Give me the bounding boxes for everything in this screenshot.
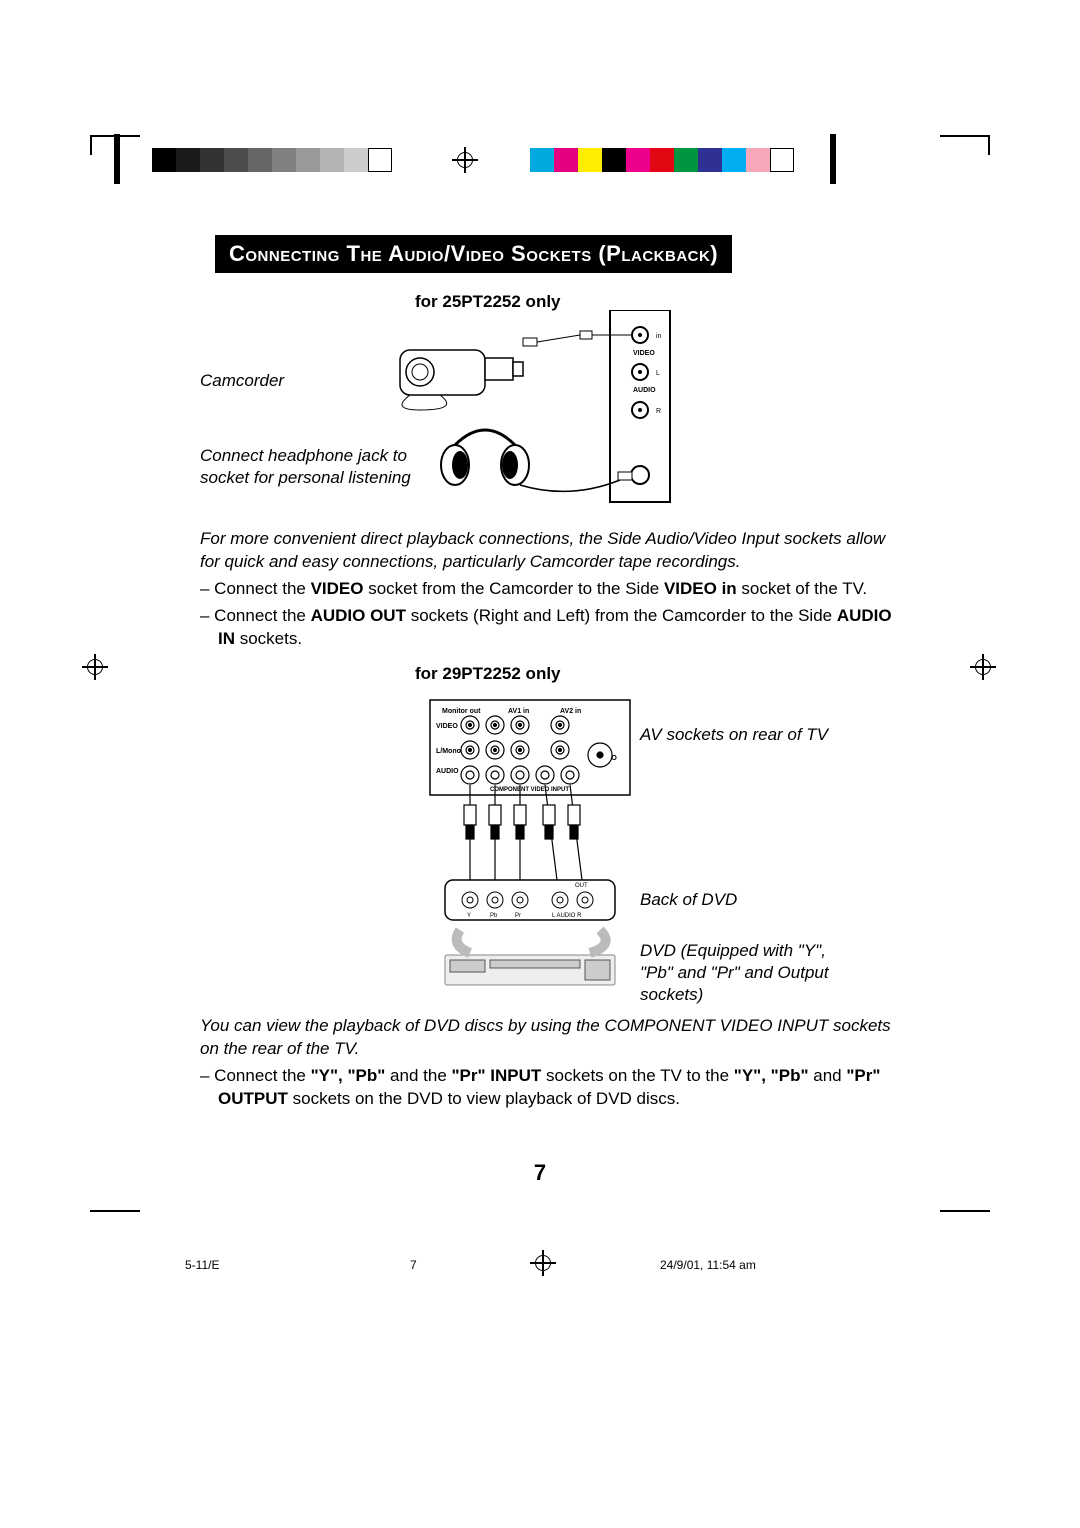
svg-text:OUT: OUT — [575, 883, 588, 889]
label-audio: AUDIO — [633, 387, 656, 394]
crosshair-icon — [530, 1250, 556, 1276]
svg-text:Y: Y — [467, 913, 471, 919]
s1-bullet1: – Connect the VIDEO socket from the Camc… — [200, 578, 900, 601]
diagram-component: Monitor out AV1 in AV2 in VIDEO L/Mono A… — [420, 695, 660, 1005]
hp-line2: socket for personal listening — [200, 468, 411, 487]
label-L: L — [656, 370, 660, 377]
crosshair-icon — [82, 654, 108, 680]
page-title: Connecting The Audio/Video Sockets (Plac… — [215, 235, 732, 273]
footer-left: 5-11/E — [185, 1258, 219, 1272]
crop-mark — [940, 135, 990, 137]
camcorder-label: Camcorder — [200, 371, 284, 391]
s1-bullet2: – Connect the AUDIO OUT sockets (Right a… — [200, 605, 900, 651]
crop-mark — [940, 1210, 990, 1212]
section1-heading: for 25PT2252 only — [415, 292, 561, 312]
svg-text:AV1 in: AV1 in — [508, 708, 529, 715]
page: Connecting The Audio/Video Sockets (Plac… — [0, 0, 1080, 1528]
section2-heading: for 29PT2252 only — [415, 664, 561, 684]
svg-text:AV2 in: AV2 in — [560, 708, 581, 715]
headphone-label: Connect headphone jack to socket for per… — [200, 445, 411, 489]
page-number: 7 — [0, 1160, 1080, 1186]
svg-text:Monitor out: Monitor out — [442, 708, 481, 715]
crosshair-icon — [452, 147, 478, 173]
registration-row — [0, 148, 1080, 176]
gray-swatches — [152, 148, 392, 172]
svg-text:Pb: Pb — [490, 913, 498, 919]
crosshair-icon — [970, 654, 996, 680]
svg-text:Pr: Pr — [515, 913, 521, 919]
color-swatches — [530, 148, 794, 172]
section2-text: You can view the playback of DVD discs b… — [200, 1015, 900, 1111]
svg-text:AUDIO: AUDIO — [436, 768, 459, 775]
footer-right: 24/9/01, 11:54 am — [660, 1258, 756, 1272]
label-av-rear: AV sockets on rear of TV — [640, 725, 828, 745]
label-dvd-equipped: DVD (Equipped with "Y", "Pb" and "Pr" an… — [640, 940, 829, 1006]
label-in: in — [656, 333, 662, 340]
s2-intro: You can view the playback of DVD discs b… — [200, 1015, 900, 1061]
label-back-dvd: Back of DVD — [640, 890, 737, 910]
footer-mid: 7 — [410, 1258, 417, 1272]
section1-text: For more convenient direct playback conn… — [200, 528, 900, 651]
svg-text:VIDEO: VIDEO — [436, 723, 458, 730]
label-R: R — [656, 408, 661, 415]
svg-text:L/Mono: L/Mono — [436, 748, 461, 755]
reg-vbar — [830, 134, 836, 184]
label-video: VIDEO — [633, 350, 655, 357]
s1-intro: For more convenient direct playback conn… — [200, 528, 900, 574]
svg-text:COMPONENT VIDEO INPUT: COMPONENT VIDEO INPUT — [490, 787, 569, 793]
hp-line1: Connect headphone jack to — [200, 446, 407, 465]
crop-mark — [90, 1210, 140, 1212]
svg-text:L AUDIO R: L AUDIO R — [552, 913, 582, 919]
reg-vbar — [114, 134, 120, 184]
s2-bullet1: – Connect the "Y", "Pb" and the "Pr" INP… — [200, 1065, 900, 1111]
